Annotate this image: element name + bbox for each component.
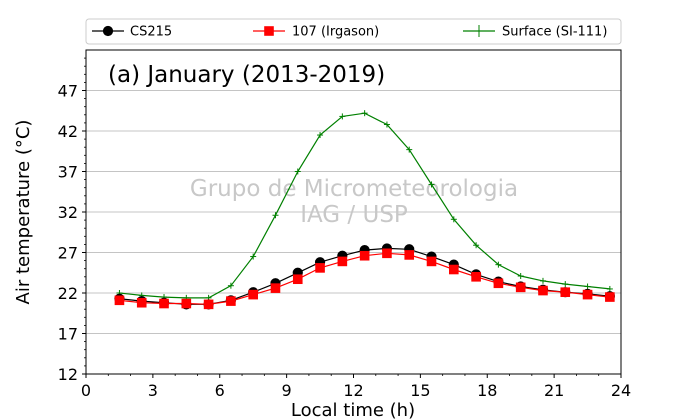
watermark: Grupo de Micrometeorologia IAG / USP <box>190 176 518 228</box>
data-point <box>517 272 524 279</box>
panel-title: (a) January (2013-2019) <box>108 62 385 88</box>
x-tick-label: 6 <box>215 381 225 400</box>
data-point <box>493 278 504 289</box>
data-point <box>203 299 214 310</box>
data-point <box>159 298 169 309</box>
data-point <box>136 297 147 308</box>
data-point <box>294 168 301 175</box>
data-point <box>449 264 459 275</box>
data-point <box>582 289 593 300</box>
y-tick-label: 22 <box>58 284 78 303</box>
data-point <box>471 272 481 282</box>
legend-entry: Surface (SI-111) <box>463 25 607 40</box>
legend-frame <box>85 18 622 45</box>
x-tick-label: 12 <box>343 381 363 400</box>
x-tick-label: 0 <box>81 381 91 400</box>
y-tick-label: 47 <box>58 82 78 101</box>
data-point <box>605 292 615 302</box>
data-point <box>560 287 571 297</box>
legend-marker <box>264 26 274 36</box>
data-point <box>181 298 192 309</box>
data-point <box>382 248 392 259</box>
data-point <box>495 261 502 268</box>
x-tick-label: 3 <box>148 381 158 400</box>
x-tick-label: 18 <box>477 381 497 400</box>
data-point <box>539 277 546 284</box>
legend-label: CS215 <box>130 25 172 40</box>
series-line <box>119 252 610 305</box>
data-point <box>337 256 348 267</box>
data-point <box>406 146 413 153</box>
watermark-line-2: IAG / USP <box>300 202 408 228</box>
data-point <box>272 212 279 219</box>
data-point <box>473 242 480 249</box>
data-point <box>317 132 324 139</box>
data-point <box>426 256 437 267</box>
legend-label: Surface (SI-111) <box>502 25 607 40</box>
legend: CS215 107 (Irgason) Surface (SI-111) <box>85 18 622 45</box>
legend-entry: 107 (Irgason) <box>253 25 379 40</box>
y-tick-label: 42 <box>58 122 78 141</box>
data-point <box>292 274 303 285</box>
y-axis-label: Air temperature (°C) <box>13 120 34 305</box>
data-point <box>584 283 591 290</box>
data-point <box>428 181 435 188</box>
data-point <box>248 289 258 300</box>
x-tick-label: 15 <box>410 381 430 400</box>
data-point <box>538 285 548 296</box>
series-107-irgason <box>114 248 615 310</box>
data-point <box>361 110 368 117</box>
data-point <box>606 285 613 292</box>
data-point <box>226 296 236 306</box>
data-point <box>250 253 257 260</box>
x-tick-label: 21 <box>544 381 564 400</box>
y-tick-label: 17 <box>58 325 78 344</box>
data-point <box>339 113 346 120</box>
data-point <box>114 295 125 306</box>
data-point <box>515 282 526 293</box>
y-tick-label: 37 <box>58 163 78 182</box>
legend-entry: CS215 <box>92 25 172 40</box>
data-point <box>562 281 569 288</box>
x-axis-label: Local time (h) <box>291 400 415 420</box>
x-axis: 0 3 6 9 12 15 18 21 24 <box>81 374 631 400</box>
data-point <box>450 216 457 223</box>
data-point <box>315 263 325 273</box>
data-point <box>383 121 390 128</box>
y-tick-label: 12 <box>58 365 78 384</box>
data-point <box>404 250 415 260</box>
y-tick-label: 32 <box>58 203 78 222</box>
x-tick-label: 9 <box>282 381 292 400</box>
series-layer <box>114 110 615 310</box>
x-tick-label: 24 <box>611 381 631 400</box>
y-axis: 12 17 22 27 32 37 42 47 <box>58 57 86 384</box>
data-point <box>270 283 281 293</box>
data-point <box>359 250 370 261</box>
data-point <box>227 282 234 289</box>
y-tick-label: 27 <box>58 244 78 263</box>
legend-label: 107 (Irgason) <box>292 25 379 40</box>
legend-marker <box>102 25 114 37</box>
watermark-line-1: Grupo de Micrometeorologia <box>190 176 518 202</box>
